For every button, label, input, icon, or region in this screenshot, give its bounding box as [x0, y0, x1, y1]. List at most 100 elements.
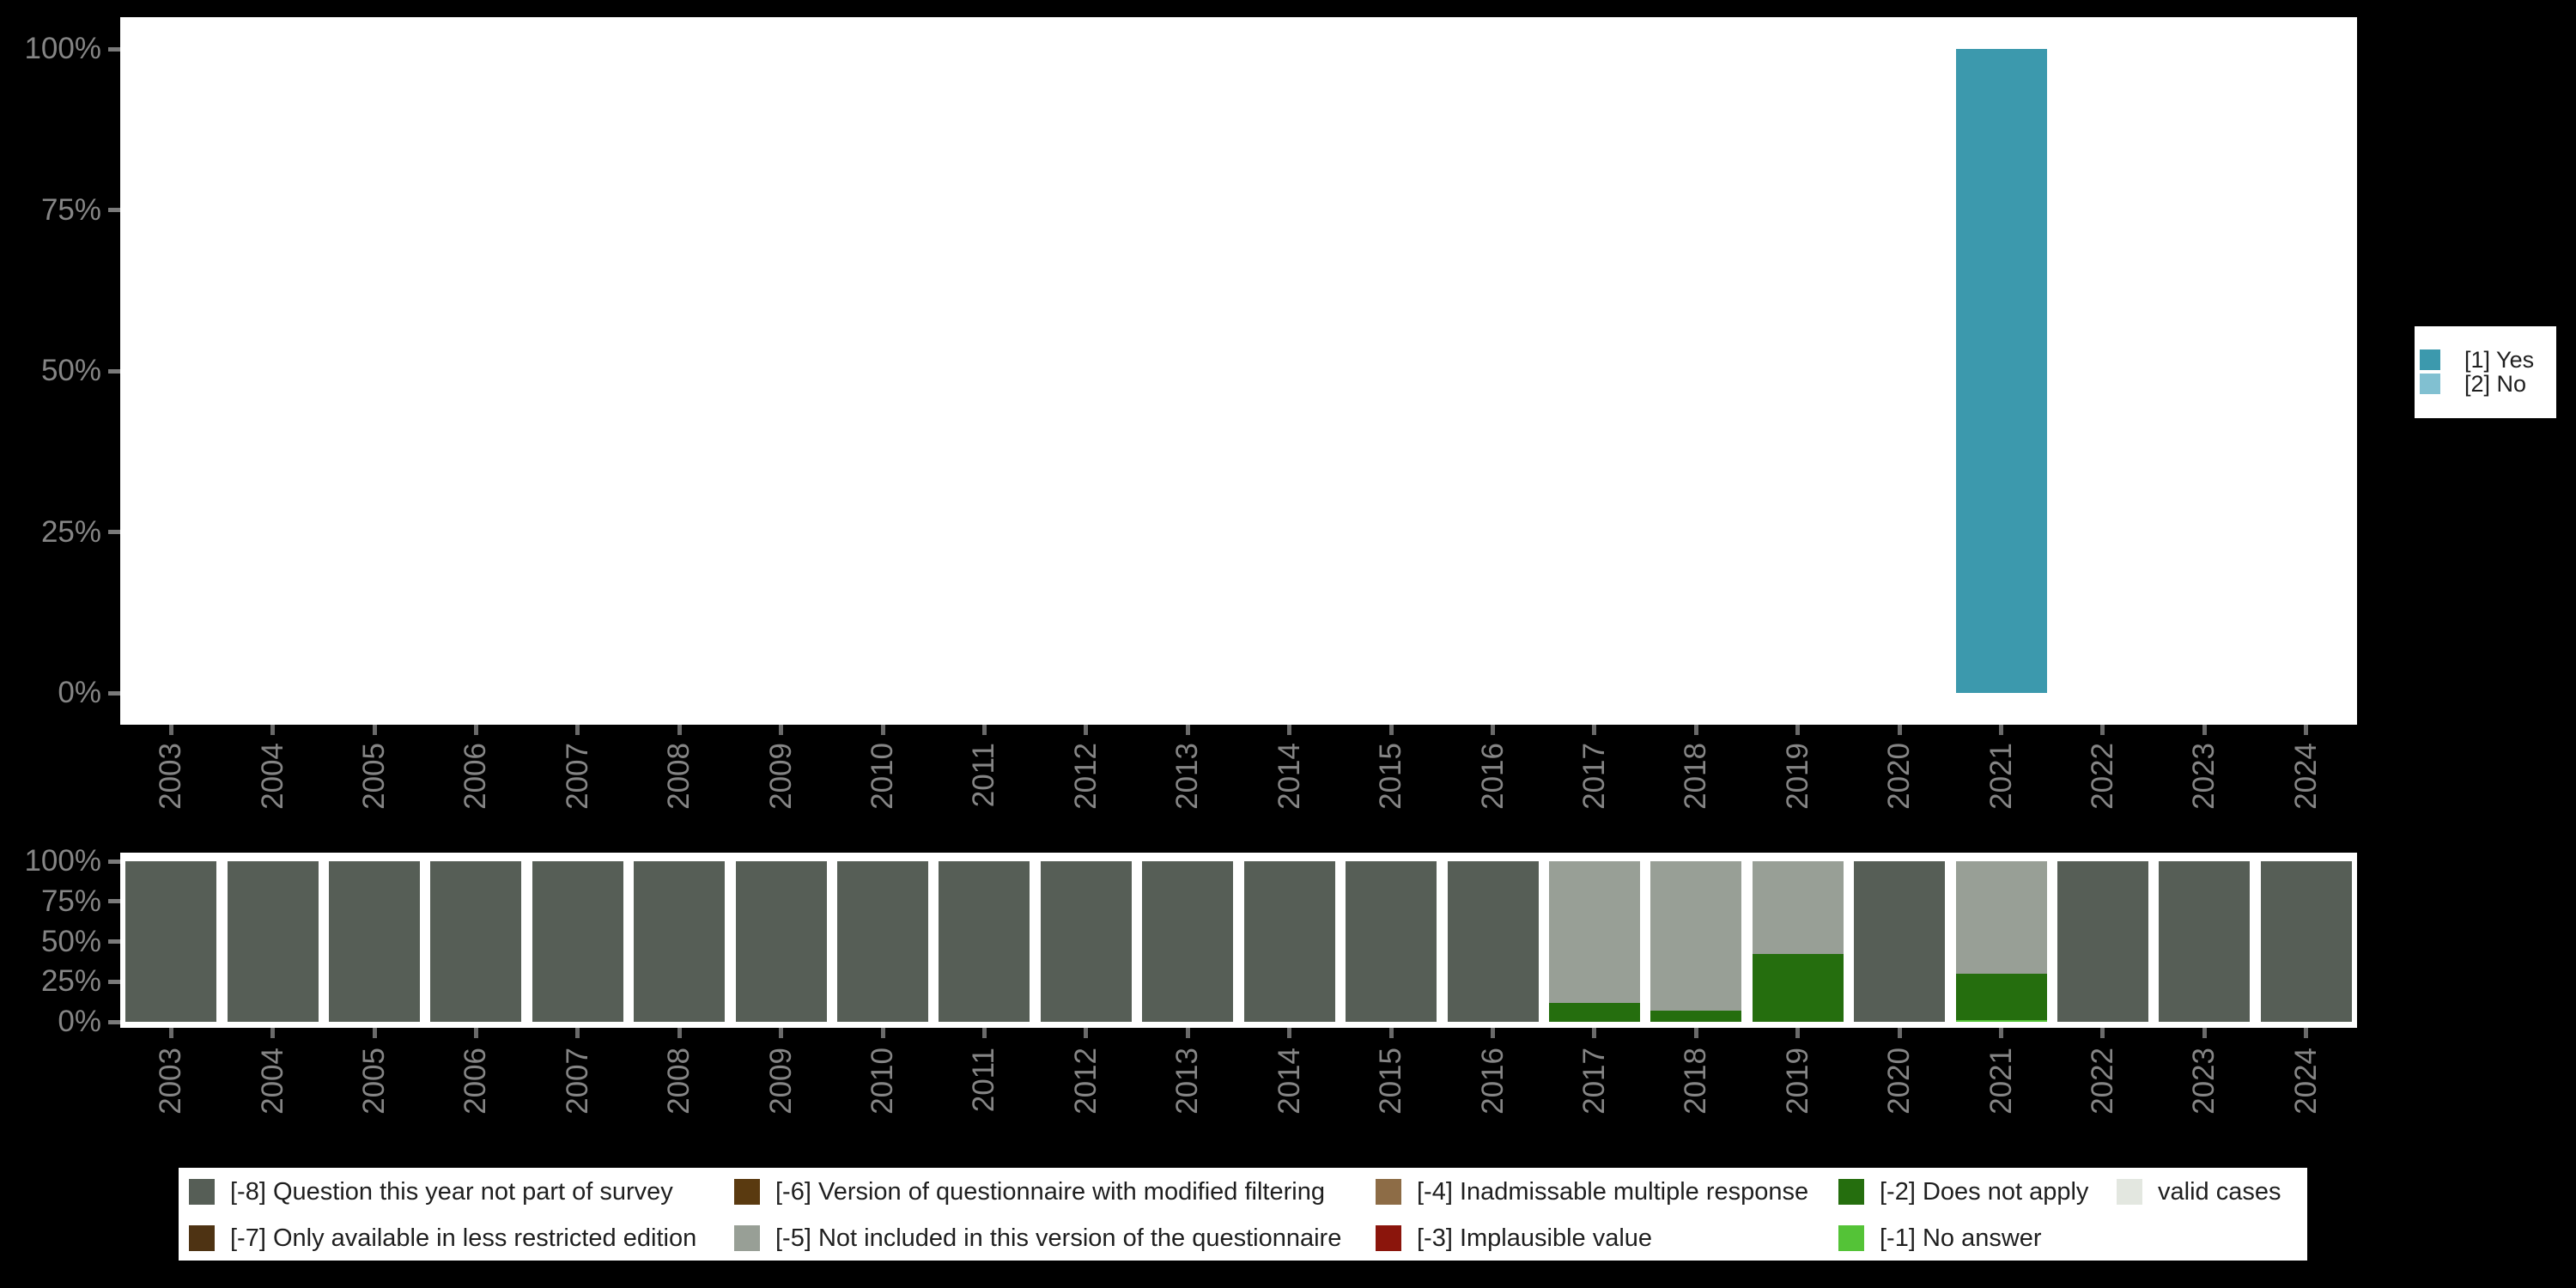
- legend-swatch: [1838, 1225, 1864, 1251]
- x-axis-tick-label: 2003: [154, 1048, 188, 1115]
- x-axis-tick-label: 2007: [560, 743, 594, 810]
- x-axis-tick-label: 2011: [967, 743, 1001, 808]
- bar-segment: [430, 861, 522, 1022]
- y-axis-tick: [108, 899, 120, 904]
- x-axis-tick: [1592, 725, 1597, 735]
- y-axis-tick: [108, 46, 120, 52]
- y-axis-tick: [108, 690, 120, 696]
- x-axis-tick: [2202, 725, 2207, 735]
- legend-label: [-2] Does not apply: [1880, 1178, 2089, 1206]
- legend-swatch: [189, 1179, 215, 1205]
- y-axis-tick-label: 75%: [40, 884, 101, 918]
- bar-segment: [735, 861, 827, 1022]
- x-axis-tick-label: 2022: [2085, 743, 2119, 810]
- bar-segment: [837, 861, 929, 1022]
- x-axis-tick-label: 2004: [255, 743, 289, 810]
- legend-label: [2] No: [2464, 371, 2527, 397]
- x-axis-tick-label: 2017: [1577, 1048, 1611, 1115]
- x-axis-tick-label: 2017: [1577, 743, 1611, 810]
- x-axis-tick: [1084, 725, 1089, 735]
- bar-segment: [1548, 861, 1640, 1003]
- value-legend: [2415, 326, 2556, 418]
- x-axis-tick-label: 2016: [1475, 1048, 1510, 1115]
- bar-segment: [1650, 1010, 1742, 1022]
- x-axis-tick-label: 2021: [1984, 1048, 2018, 1115]
- x-axis-tick: [1693, 1028, 1698, 1038]
- x-axis-tick: [2100, 725, 2105, 735]
- bar-segment: [1040, 861, 1132, 1022]
- x-axis-tick: [372, 725, 377, 735]
- x-axis-tick: [1897, 725, 1902, 735]
- y-axis-tick: [108, 1019, 120, 1024]
- bar-segment: [1650, 861, 1742, 1011]
- x-axis-tick-label: 2012: [1068, 1048, 1103, 1115]
- x-axis-tick: [473, 1028, 478, 1038]
- y-axis-tick-label: 0%: [58, 676, 101, 709]
- x-axis-tick: [1795, 725, 1801, 735]
- x-axis-tick: [677, 1028, 682, 1038]
- x-axis-tick: [1897, 1028, 1902, 1038]
- x-axis-tick-label: 2009: [763, 1048, 798, 1115]
- x-axis-tick: [1693, 725, 1698, 735]
- x-axis-tick: [1999, 1028, 2004, 1038]
- y-axis-tick-label: 100%: [24, 844, 101, 878]
- bar-segment: [1548, 1002, 1640, 1022]
- x-axis-tick-label: 2005: [357, 743, 392, 810]
- bar-segment: [1346, 861, 1437, 1022]
- bar-segment: [125, 861, 217, 1022]
- x-axis-tick-label: 2014: [1272, 1048, 1306, 1115]
- y-axis-tick-label: 0%: [58, 1005, 101, 1038]
- x-axis-tick: [779, 1028, 784, 1038]
- x-axis-tick-label: 2003: [154, 743, 188, 810]
- x-axis-tick-label: 2018: [1679, 1048, 1713, 1115]
- y-axis-tick: [108, 939, 120, 944]
- x-axis-tick-label: 2012: [1068, 743, 1103, 810]
- x-axis-tick-label: 2011: [967, 1048, 1001, 1113]
- x-axis-tick: [1592, 1028, 1597, 1038]
- y-axis-tick-label: 25%: [40, 514, 101, 549]
- x-axis-tick: [575, 1028, 580, 1038]
- x-axis-tick-label: 2006: [459, 743, 493, 810]
- x-axis-tick: [981, 1028, 987, 1038]
- legend-swatch: [2420, 374, 2440, 394]
- bar-segment: [329, 861, 421, 1022]
- y-axis-tick-label: 25%: [40, 964, 101, 999]
- legend-swatch: [734, 1179, 760, 1205]
- x-axis-tick: [270, 725, 276, 735]
- x-axis-tick-label: 2015: [1374, 743, 1408, 810]
- x-axis-tick: [270, 1028, 276, 1038]
- x-axis-tick-label: 2013: [1170, 1048, 1205, 1115]
- x-axis-tick: [1388, 1028, 1394, 1038]
- bar-segment: [227, 861, 319, 1022]
- legend-label: [-7] Only available in less restricted e…: [230, 1224, 697, 1252]
- x-axis-tick-label: 2020: [1882, 743, 1917, 810]
- legend-swatch: [2117, 1179, 2142, 1205]
- x-axis-tick-label: 2007: [560, 1048, 594, 1115]
- y-axis-tick: [108, 859, 120, 864]
- x-axis-tick: [1084, 1028, 1089, 1038]
- x-axis-tick: [2304, 725, 2309, 735]
- x-axis-tick: [2304, 1028, 2309, 1038]
- bar-segment: [939, 861, 1030, 1022]
- x-axis-tick-label: 2010: [866, 1048, 900, 1115]
- x-axis-tick: [168, 1028, 173, 1038]
- x-axis-tick-label: 2024: [2288, 743, 2323, 810]
- bar-segment: [1142, 861, 1234, 1022]
- x-axis-tick-label: 2004: [255, 1048, 289, 1115]
- x-axis-tick: [1491, 725, 1496, 735]
- x-axis-tick: [2202, 1028, 2207, 1038]
- legend-label: [1] Yes: [2464, 347, 2535, 373]
- x-axis-tick: [1185, 725, 1190, 735]
- x-axis-tick: [473, 725, 478, 735]
- missing-values-legend: [179, 1168, 2307, 1261]
- legend-label: [-4] Inadmissable multiple response: [1417, 1178, 1809, 1206]
- x-axis-tick-label: 2015: [1374, 1048, 1408, 1115]
- x-axis-tick-label: 2019: [1780, 743, 1814, 810]
- x-axis-tick-label: 2008: [662, 1048, 696, 1115]
- x-axis-tick-label: 2006: [459, 1048, 493, 1115]
- x-axis-tick: [372, 1028, 377, 1038]
- x-axis-tick: [1795, 1028, 1801, 1038]
- bar-segment: [1955, 49, 2047, 693]
- legend-swatch: [1376, 1179, 1401, 1205]
- y-axis-tick: [108, 979, 120, 984]
